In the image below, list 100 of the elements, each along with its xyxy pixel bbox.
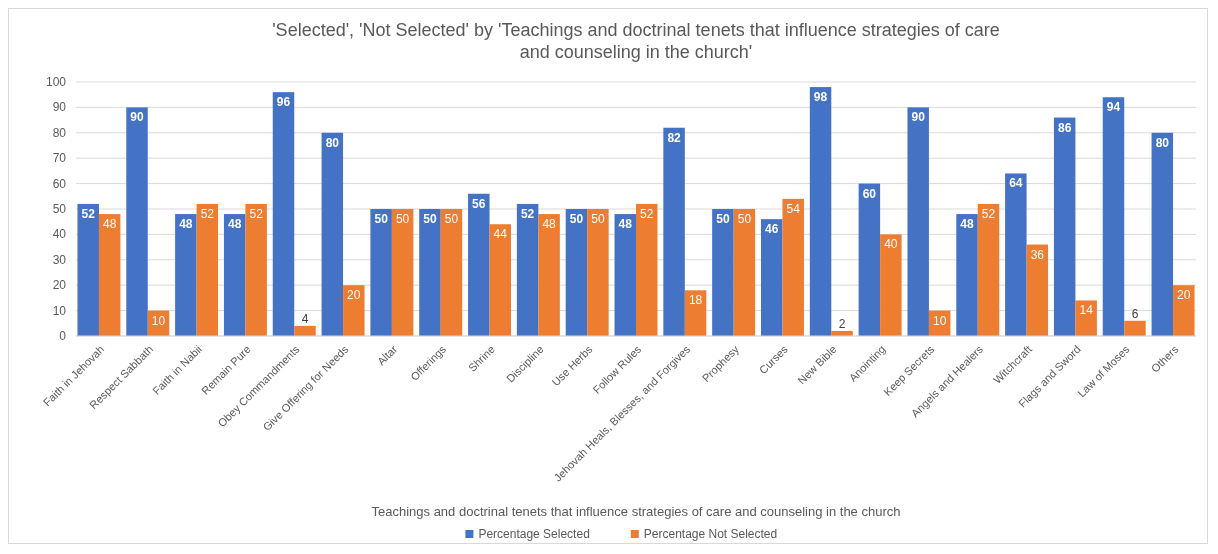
bar [468, 193, 490, 336]
data-label: 90 [911, 110, 926, 125]
bar [614, 214, 636, 336]
data-label: 50 [374, 212, 389, 226]
bar [489, 224, 512, 336]
bar [977, 203, 1000, 336]
data-label: 52 [981, 206, 996, 221]
bar [440, 209, 463, 336]
data-label: 46 [765, 222, 779, 237]
y-tick-label: 90 [52, 100, 67, 115]
y-tick-label: 0 [59, 329, 67, 343]
bar [1005, 173, 1027, 336]
data-label: 82 [667, 130, 682, 145]
data-label: 90 [130, 110, 145, 125]
bar [175, 214, 197, 336]
bar [712, 209, 734, 336]
bar [1102, 97, 1125, 336]
y-tick-label: 80 [52, 125, 67, 140]
data-label: 94 [1106, 100, 1121, 115]
bar [321, 132, 344, 336]
bar [956, 214, 978, 336]
y-tick-label: 20 [52, 278, 67, 293]
y-tick-label: 60 [52, 176, 67, 191]
bar [1026, 244, 1049, 336]
data-label: 86 [1057, 120, 1072, 135]
bar [587, 209, 609, 336]
data-label: 40 [884, 237, 898, 252]
bar [272, 92, 295, 336]
data-label: 80 [325, 135, 340, 150]
bar [419, 209, 441, 336]
bar [1053, 117, 1076, 336]
bar [809, 87, 832, 336]
bar [663, 127, 685, 336]
bar [294, 325, 316, 336]
y-tick-label: 10 [52, 303, 67, 318]
data-label: 52 [640, 206, 654, 221]
bar [98, 214, 121, 336]
data-label: 52 [249, 206, 264, 221]
y-tick-label: 70 [52, 151, 67, 166]
bar [858, 183, 881, 336]
data-label: 10 [151, 313, 166, 328]
y-tick-label: 30 [52, 252, 67, 267]
data-label: 64 [1009, 176, 1023, 191]
bar [733, 209, 756, 336]
y-tick-label: 40 [52, 227, 67, 242]
bar [907, 107, 929, 336]
bar [1124, 320, 1146, 336]
data-label: 52 [200, 206, 215, 221]
data-label: 50 [395, 212, 410, 226]
legend-label: Percentage Selected [478, 527, 590, 541]
data-label: 50 [423, 212, 437, 226]
data-label: 56 [472, 196, 486, 211]
x-axis-title: Teachings and doctrinal tenets that influence strategies of care and counseling in the church [371, 504, 901, 519]
bar [880, 234, 902, 336]
data-label: 48 [542, 217, 557, 232]
bar [223, 214, 246, 336]
bar [343, 285, 365, 336]
data-label: 10 [933, 313, 947, 328]
bar [196, 203, 219, 336]
data-label: 50 [569, 212, 584, 226]
bar [245, 203, 267, 336]
data-label: 98 [813, 90, 828, 105]
data-label: 50 [444, 212, 459, 226]
data-label: 50 [737, 212, 752, 226]
bar [782, 198, 804, 336]
data-label: 44 [493, 227, 508, 242]
data-label: 20 [1177, 288, 1191, 303]
legend-label: Percentage Not Selected [643, 527, 778, 541]
bar [391, 209, 414, 336]
data-label: 14 [1079, 303, 1094, 318]
data-label: 48 [228, 217, 242, 232]
bar [370, 209, 392, 336]
data-label: 96 [276, 95, 291, 110]
bar [760, 219, 783, 336]
data-label: 80 [1155, 135, 1170, 150]
bar [538, 214, 560, 336]
bar [565, 209, 588, 336]
data-label: 48 [179, 217, 193, 232]
bar [126, 107, 148, 336]
bar [1173, 285, 1195, 336]
chart-title: 'Selected', 'Not Selected' by 'Teachings and doctrinal tenets that influence strategies of care and counseling in the church' [272, 20, 1000, 62]
data-label: 2 [838, 316, 846, 331]
data-label: 20 [347, 288, 361, 303]
data-label: 52 [520, 206, 535, 221]
y-tick-label: 100 [45, 75, 67, 89]
data-label: 54 [786, 201, 801, 216]
bar [636, 203, 658, 336]
bar [1075, 300, 1097, 336]
data-label: 50 [716, 212, 730, 226]
data-label: 48 [103, 217, 117, 232]
data-label: 60 [862, 186, 877, 201]
data-label: 18 [688, 293, 703, 308]
bar [77, 203, 99, 336]
bar [1151, 132, 1174, 336]
data-label: 50 [591, 212, 605, 226]
data-label: 48 [960, 217, 975, 232]
bar [516, 203, 539, 336]
data-label: 48 [618, 217, 633, 232]
y-tick-label: 50 [52, 202, 67, 216]
data-label: 6 [1131, 306, 1139, 321]
